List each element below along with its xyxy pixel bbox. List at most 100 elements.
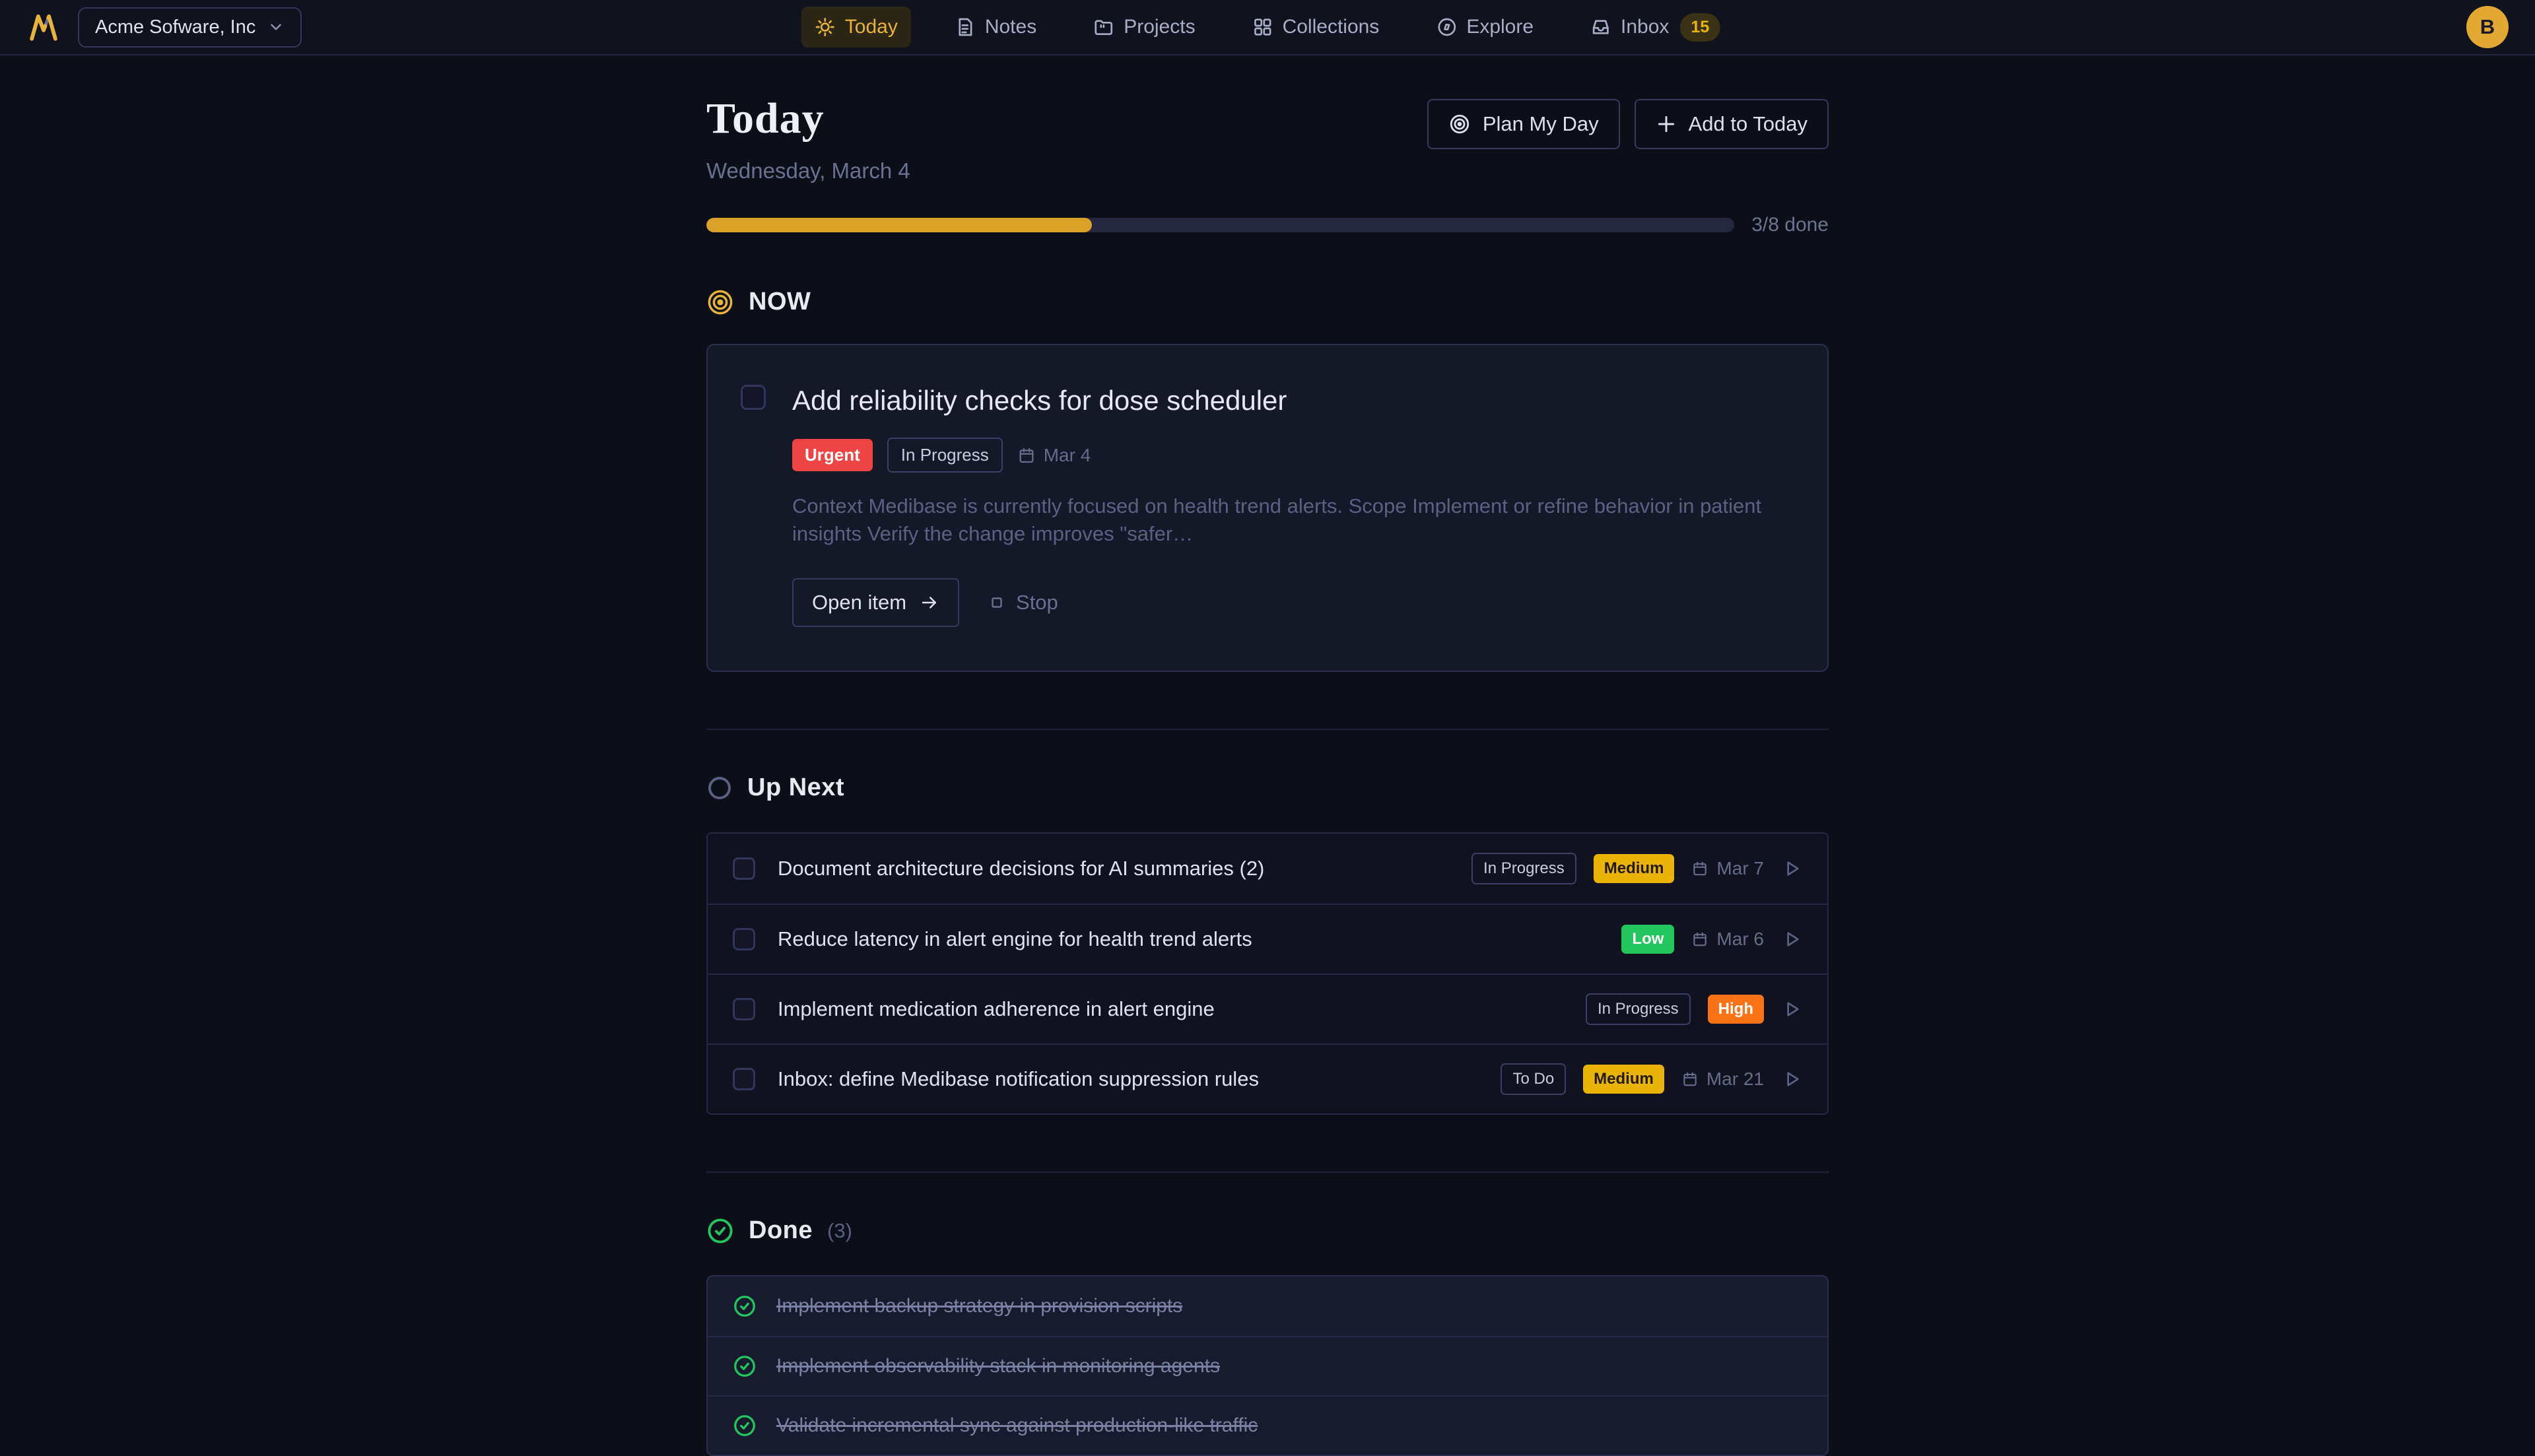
- nav-collections-label: Collections: [1282, 16, 1380, 38]
- calendar-icon: [1017, 446, 1036, 465]
- up-next-section-title: Up Next: [747, 774, 845, 801]
- nav-inbox[interactable]: Inbox 15: [1577, 4, 1734, 51]
- progress-fill: [706, 218, 1092, 232]
- task-row[interactable]: Inbox: define Medibase notification supp…: [708, 1043, 1827, 1113]
- projects-icon: [1093, 17, 1114, 38]
- check-circle-icon: [733, 1354, 757, 1378]
- play-icon: [1781, 929, 1802, 950]
- check-circle-icon: [706, 1217, 734, 1245]
- priority-badge: Urgent: [792, 439, 873, 471]
- main-nav: Today Notes Projects: [801, 4, 1734, 51]
- check-circle-icon: [733, 1414, 757, 1438]
- task-checkbox[interactable]: [733, 1068, 755, 1090]
- due-date: Mar 6: [1691, 929, 1764, 950]
- task-row[interactable]: Reduce latency in alert engine for healt…: [708, 904, 1827, 974]
- status-badge: In Progress: [887, 438, 1003, 473]
- collections-icon: [1252, 17, 1273, 38]
- done-section-title: Done: [749, 1216, 813, 1244]
- done-row[interactable]: Implement observability stack in monitor…: [708, 1336, 1827, 1395]
- done-count: (3): [827, 1218, 852, 1242]
- task-title: Implement medication adherence in alert …: [778, 997, 1215, 1020]
- logo-icon: [26, 10, 61, 44]
- now-task-description: Context Medibase is currently focused on…: [792, 494, 1762, 545]
- nav-notes-label: Notes: [984, 16, 1037, 38]
- priority-badge: High: [1707, 995, 1764, 1024]
- nav-inbox-label: Inbox: [1621, 16, 1670, 38]
- plus-icon: [1656, 114, 1677, 135]
- open-item-label: Open item: [812, 591, 907, 614]
- task-checkbox[interactable]: [733, 928, 755, 950]
- task-checkbox[interactable]: [733, 998, 755, 1020]
- priority-badge: Medium: [1583, 1065, 1664, 1094]
- arrow-right-icon: [920, 593, 939, 612]
- section-divider: [706, 729, 1829, 730]
- task-title: Inbox: define Medibase notification supp…: [778, 1067, 1259, 1090]
- explore-icon: [1436, 17, 1457, 38]
- add-to-today-label: Add to Today: [1688, 112, 1808, 135]
- done-task-title: Implement observability stack in monitor…: [776, 1355, 1220, 1377]
- nav-notes[interactable]: Notes: [941, 7, 1050, 48]
- due-date-label: Mar 21: [1706, 1069, 1764, 1089]
- status-badge: In Progress: [1585, 993, 1691, 1025]
- progress-bar: [706, 218, 1735, 232]
- done-row[interactable]: Implement backup strategy in provision s…: [708, 1276, 1827, 1336]
- task-row[interactable]: Document architecture decisions for AI s…: [708, 834, 1827, 904]
- priority-badge: Medium: [1593, 854, 1675, 883]
- page-title: Today: [706, 94, 825, 143]
- nav-projects[interactable]: Projects: [1080, 7, 1208, 48]
- due-date-label: Mar 4: [1043, 444, 1091, 465]
- task-row[interactable]: Implement medication adherence in alert …: [708, 974, 1827, 1043]
- now-task-checkbox[interactable]: [741, 385, 766, 410]
- play-icon: [1781, 858, 1802, 879]
- task-title: Document architecture decisions for AI s…: [778, 857, 1265, 880]
- nav-today-label: Today: [844, 16, 898, 38]
- nav-explore[interactable]: Explore: [1423, 7, 1547, 48]
- now-task-title: Add reliability checks for dose schedule…: [792, 385, 1287, 416]
- start-task-button[interactable]: [1781, 929, 1802, 950]
- page-header: Today Wednesday, March 4 Plan My Day Add: [706, 94, 1829, 183]
- bullseye-icon: [706, 288, 734, 316]
- plan-my-day-button[interactable]: Plan My Day: [1427, 99, 1620, 149]
- stop-label: Stop: [1016, 591, 1058, 614]
- stop-button[interactable]: Stop: [988, 591, 1058, 614]
- nav-explore-label: Explore: [1466, 16, 1534, 38]
- org-name: Acme Sofware, Inc: [95, 16, 256, 38]
- open-item-button[interactable]: Open item: [792, 578, 960, 627]
- task-checkbox[interactable]: [733, 857, 755, 880]
- notes-icon: [955, 17, 976, 38]
- now-section-title: NOW: [749, 288, 811, 315]
- nav-today[interactable]: Today: [801, 7, 911, 48]
- chevron-down-icon: [267, 18, 285, 36]
- org-selector[interactable]: Acme Sofware, Inc: [78, 7, 302, 48]
- page-date: Wednesday, March 4: [706, 158, 910, 183]
- done-list: Implement backup strategy in provision s…: [706, 1275, 1829, 1456]
- status-badge: In Progress: [1471, 853, 1576, 884]
- done-row[interactable]: Validate incremental sync against produc…: [708, 1395, 1827, 1455]
- priority-badge: Low: [1621, 925, 1675, 954]
- avatar[interactable]: B: [2466, 6, 2509, 48]
- section-divider: [706, 1172, 1829, 1173]
- play-icon: [1781, 999, 1802, 1020]
- status-badge: To Do: [1501, 1063, 1567, 1095]
- done-section-heading: Done (3): [706, 1216, 1829, 1245]
- add-to-today-button[interactable]: Add to Today: [1634, 99, 1829, 149]
- calendar-icon: [1691, 931, 1708, 948]
- topbar: Acme Sofware, Inc Today: [0, 0, 2535, 55]
- play-icon: [1781, 1069, 1802, 1090]
- up-next-list: Document architecture decisions for AI s…: [706, 832, 1829, 1115]
- up-next-section-heading: Up Next: [706, 774, 1829, 802]
- start-task-button[interactable]: [1781, 999, 1802, 1020]
- due-date: Mar 4: [1017, 445, 1091, 466]
- stop-icon: [988, 594, 1005, 611]
- check-circle-icon: [733, 1294, 757, 1318]
- nav-collections[interactable]: Collections: [1239, 7, 1393, 48]
- task-title: Reduce latency in alert engine for healt…: [778, 927, 1252, 950]
- main-content: Today Wednesday, March 4 Plan My Day Add: [706, 55, 1829, 1456]
- sun-icon: [815, 17, 836, 38]
- start-task-button[interactable]: [1781, 858, 1802, 879]
- target-icon: [1448, 113, 1471, 135]
- now-section-heading: NOW: [706, 288, 1829, 316]
- progress-label: 3/8 done: [1751, 214, 1829, 236]
- start-task-button[interactable]: [1781, 1069, 1802, 1090]
- due-date: Mar 7: [1691, 858, 1764, 879]
